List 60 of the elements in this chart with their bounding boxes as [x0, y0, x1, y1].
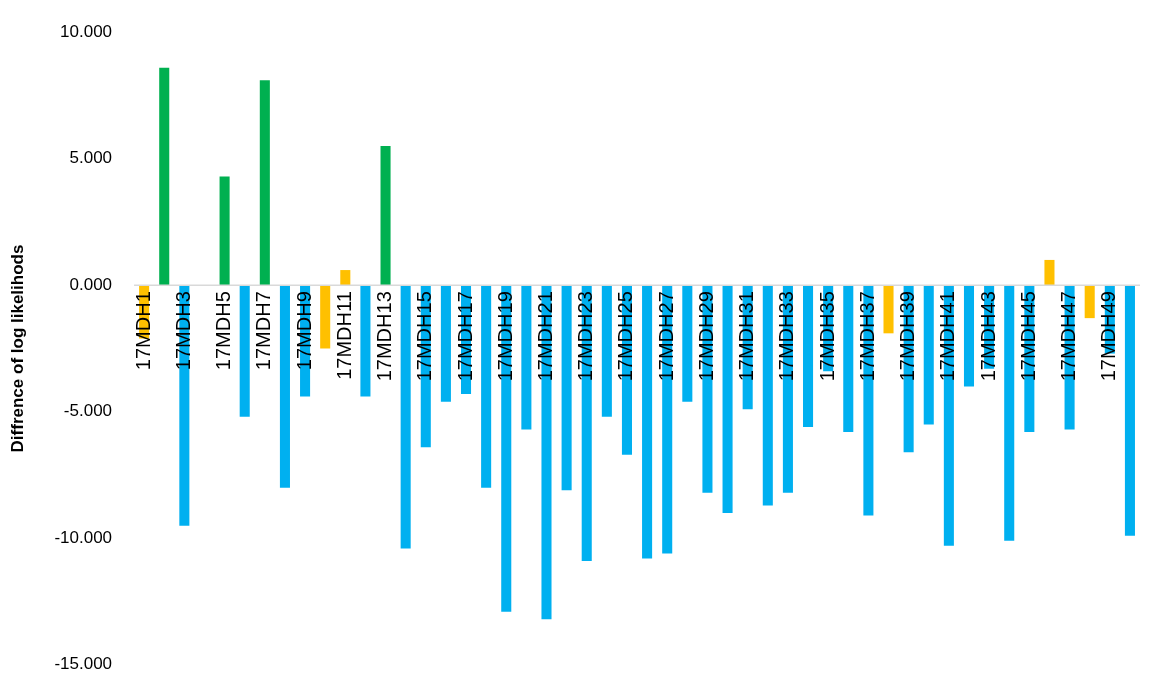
- y-tick-label: 5.000: [69, 148, 113, 168]
- x-tick-label: 17MDH35: [815, 291, 838, 382]
- bar: [1044, 259, 1055, 286]
- x-tick-label: 17MDH49: [1097, 291, 1120, 382]
- bar: [1124, 285, 1135, 536]
- x-tick-label: 17MDH37: [855, 291, 878, 382]
- x-tick-label: 17MDH31: [735, 291, 758, 382]
- bar: [601, 285, 612, 417]
- x-tick-label: 17MDH3: [171, 291, 194, 371]
- y-tick-label: -10.000: [54, 527, 113, 547]
- bar: [843, 285, 854, 432]
- x-tick-label: 17MDH29: [694, 291, 717, 382]
- x-tick-label: 17MDH27: [654, 291, 677, 382]
- x-tick-label: 17MDH9: [292, 291, 315, 371]
- bar: [219, 176, 230, 286]
- x-tick-label: 17MDH41: [936, 291, 959, 382]
- bar: [360, 285, 371, 397]
- bar: [239, 285, 250, 417]
- x-tick-label: 17MDH5: [212, 291, 235, 371]
- bar: [682, 285, 693, 402]
- x-tick-label: 17MDH11: [332, 291, 355, 380]
- bar: [320, 285, 331, 349]
- x-tick-label: 17MDH17: [453, 291, 476, 382]
- y-tick-label: -5.000: [63, 401, 113, 421]
- bar: [1084, 285, 1095, 319]
- bar: [279, 285, 290, 488]
- bar: [883, 285, 894, 334]
- x-tick-label: 17MDH1: [131, 291, 154, 371]
- bar: [803, 285, 814, 427]
- bar: [521, 285, 532, 430]
- bar: [481, 285, 492, 488]
- bar: [159, 67, 170, 286]
- bar: [762, 285, 773, 506]
- x-tick-label: 17MDH33: [775, 291, 798, 382]
- bar: [400, 285, 411, 549]
- bar: [440, 285, 451, 402]
- x-tick-label: 17MDH25: [614, 291, 637, 382]
- x-tick-label: 17MDH45: [1016, 291, 1039, 382]
- x-tick-label: 17MDH23: [574, 291, 597, 382]
- bar: [340, 270, 351, 286]
- x-tick-label: 17MDH47: [1057, 291, 1080, 382]
- y-tick-label: 0.000: [69, 274, 113, 294]
- x-tick-label: 17MDH13: [373, 291, 396, 382]
- x-tick-label: 17MDH21: [534, 291, 557, 382]
- x-tick-label: 17MDH19: [493, 291, 516, 382]
- bar: [963, 285, 975, 387]
- bar: [1004, 285, 1015, 541]
- x-tick-label: 17MDH39: [896, 291, 919, 382]
- y-tick-label: 10.000: [60, 21, 113, 41]
- bar: [380, 146, 391, 286]
- x-tick-label: 17MDH43: [976, 291, 999, 382]
- bar: [259, 80, 270, 286]
- bar: [561, 285, 572, 491]
- y-tick-label: -15.000: [54, 654, 113, 674]
- y-axis-title: Diffrence of log likelihods: [7, 244, 27, 453]
- bar: [642, 285, 653, 559]
- x-tick-label: 17MDH7: [252, 291, 275, 371]
- bar: [722, 285, 733, 513]
- x-tick-label: 17MDH15: [413, 291, 436, 382]
- bar: [923, 285, 934, 425]
